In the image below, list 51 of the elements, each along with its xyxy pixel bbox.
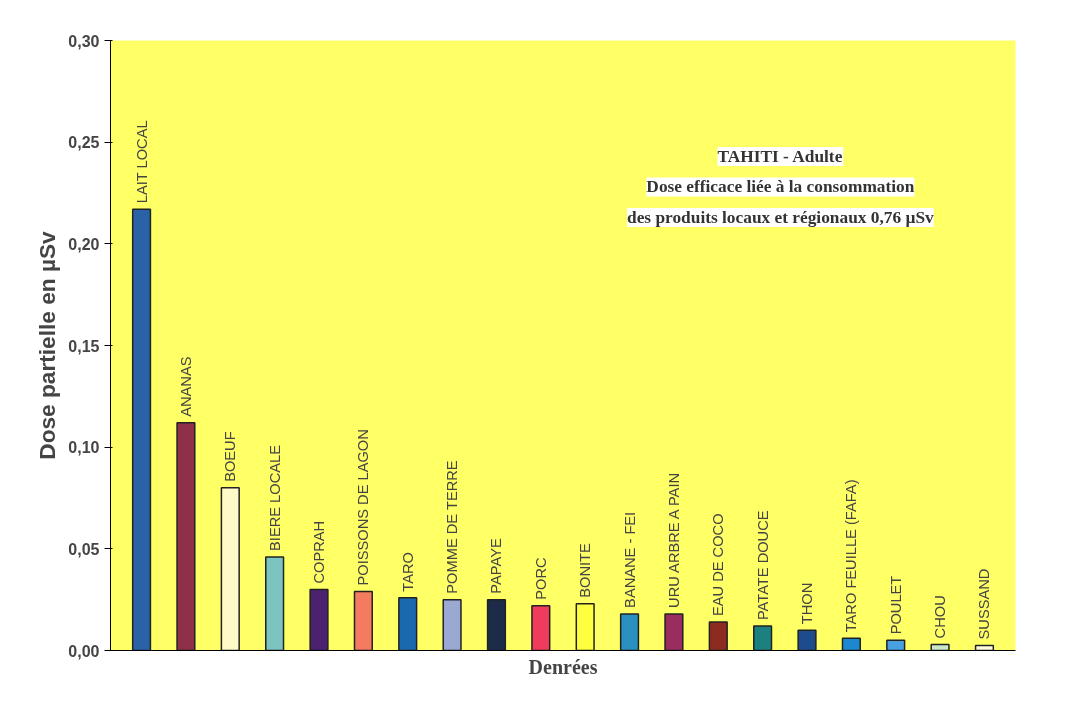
bar bbox=[841, 637, 861, 651]
y-tick-label: 0,20 bbox=[68, 235, 100, 253]
bar bbox=[486, 598, 507, 651]
bar bbox=[664, 613, 684, 651]
y-tick-label: 0,10 bbox=[68, 439, 100, 457]
bar bbox=[265, 556, 285, 651]
x-tick-label: PORC bbox=[532, 557, 549, 600]
y-tick-label: 0,00 bbox=[68, 642, 100, 660]
x-tick-label: PATATE DOUCE bbox=[754, 510, 771, 621]
x-tick-label: POULET bbox=[887, 575, 904, 635]
x-tick-label: URU ARBRE A PAIN bbox=[665, 472, 682, 608]
x-tick-label: ANANAS bbox=[177, 356, 194, 417]
bar bbox=[131, 208, 152, 651]
x-tick-label: TARO bbox=[399, 552, 416, 592]
y-tick-label: 0,15 bbox=[68, 337, 100, 355]
bar bbox=[442, 598, 462, 651]
x-tick-label: LAIT LOCAL bbox=[133, 120, 150, 204]
y-axis-title: Dose partielle en µSv bbox=[34, 230, 61, 460]
x-tick-label: PAPAYE bbox=[488, 538, 505, 594]
x-tick-label: CHOU bbox=[932, 595, 949, 639]
bar bbox=[619, 613, 640, 651]
bar bbox=[309, 588, 329, 651]
x-axis-title: Denrées bbox=[528, 655, 598, 678]
x-tick-label: TARO FEUILLE (FAFA) bbox=[843, 479, 860, 633]
bar bbox=[575, 602, 595, 651]
bar bbox=[797, 629, 817, 651]
x-tick-label: BONITE bbox=[577, 542, 594, 598]
annotation: TAHITI - Adulte bbox=[717, 146, 843, 166]
x-tick-label: SUSSAND bbox=[976, 568, 993, 640]
bar bbox=[708, 621, 728, 651]
x-tick-label: BANANE - FEI bbox=[621, 511, 638, 608]
x-tick-label: COPRAH bbox=[311, 520, 327, 584]
x-tick-label: BIERE LOCALE bbox=[266, 444, 283, 551]
bar bbox=[531, 605, 551, 651]
y-tick-label: 0,25 bbox=[68, 134, 100, 152]
bar bbox=[398, 596, 418, 651]
x-tick-label: BOEUF bbox=[222, 431, 239, 482]
x-tick-label: POMME DE TERRE bbox=[444, 460, 461, 594]
bar bbox=[220, 487, 240, 651]
y-tick-label: 0,05 bbox=[68, 540, 100, 558]
x-tick-label: POISSONS DE LAGON bbox=[355, 429, 372, 586]
annotation: des produits locaux et régionaux 0,76 µSv bbox=[627, 207, 935, 227]
bar bbox=[886, 639, 906, 651]
bar bbox=[753, 625, 773, 651]
x-tick-label: EAU DE COCO bbox=[710, 513, 727, 617]
bar bbox=[176, 422, 196, 651]
x-tick-label: THON bbox=[798, 582, 815, 625]
annotation: Dose efficace liée à la consommation bbox=[646, 177, 915, 197]
y-tick-label: 0,30 bbox=[68, 32, 100, 50]
bar bbox=[353, 590, 373, 651]
bar bbox=[930, 643, 950, 651]
